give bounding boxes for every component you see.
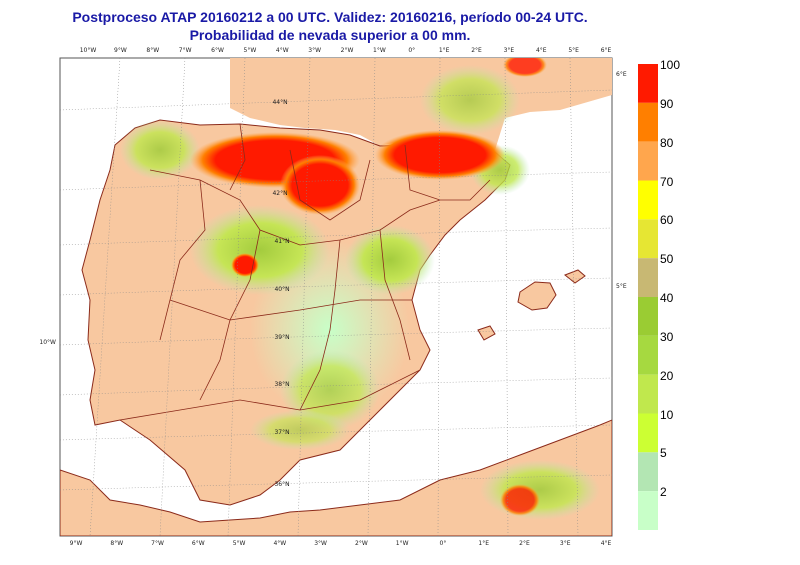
legend-swatch	[638, 258, 658, 297]
graticule	[60, 58, 612, 536]
top-tick-label: 10°W	[80, 47, 97, 54]
legend-value-label: 50	[660, 252, 674, 267]
top-tick-label: 6°W	[211, 47, 224, 54]
bottom-tick-label: 1°W	[396, 540, 409, 547]
top-tick-label: 9°W	[114, 47, 127, 54]
latitude-label: 36°N	[274, 481, 289, 488]
mallorca	[517, 281, 557, 311]
top-tick-label: 8°W	[146, 47, 159, 54]
bottom-tick-label: 3°E	[560, 540, 571, 547]
top-tick-label: 1°W	[373, 47, 386, 54]
latitude-label: 37°N	[274, 429, 289, 436]
legend-value-label: 70	[660, 174, 674, 189]
region-boundaries	[119, 123, 491, 421]
legend-value-label: 90	[660, 96, 674, 111]
top-tick-label: 5°E	[568, 47, 579, 54]
legend-swatch	[638, 102, 658, 142]
top-tick-label: 2°W	[341, 47, 354, 54]
latitude-labels: 44°N 42°N 41°N 40°N 39°N 38°N 37°N 36°N	[272, 99, 289, 488]
bottom-tick-label: 3°W	[314, 540, 327, 547]
legend-value-label: 100	[660, 58, 681, 72]
bottom-tick-label: 2°E	[519, 540, 530, 547]
top-tick-label: 7°W	[179, 47, 192, 54]
top-tick-label: 3°E	[504, 47, 515, 54]
legend-value-label: 80	[660, 135, 674, 150]
legend-swatch	[638, 413, 658, 453]
top-tick-label: 1°E	[439, 47, 450, 54]
top-tick-label: 3°W	[308, 47, 321, 54]
latitude-label: 42°N	[272, 190, 287, 197]
left-tick-label: 10°W	[39, 339, 56, 346]
legend-swatch	[638, 335, 658, 375]
latitude-label: 41°N	[274, 238, 289, 245]
bottom-tick-label: 5°W	[233, 540, 246, 547]
latitude-label: 44°N	[272, 99, 287, 106]
map-title: Postproceso ATAP 20160212 a 00 UTC. Vali…	[72, 9, 588, 25]
top-tick-label: 4°E	[536, 47, 547, 54]
legend-value-label: 5	[660, 446, 667, 461]
side-longitude-ticks: 6°E 5°E 10°W	[39, 71, 626, 346]
top-longitude-ticks: 10°W 9°W 8°W 7°W 6°W 5°W 4°W 3°W 2°W 1°W 0° 1°E 2°E 3…	[80, 47, 612, 54]
latitude-label: 38°N	[274, 381, 289, 388]
top-tick-label: 5°W	[244, 47, 257, 54]
top-tick-label: 0°	[408, 47, 415, 54]
legend-value-label: 10	[660, 407, 674, 422]
legend-value-label: 40	[660, 291, 674, 305]
legend-swatch	[638, 374, 658, 414]
legend-swatch	[638, 64, 658, 103]
latitude-label: 40°N	[274, 286, 289, 293]
bottom-tick-label: 2°W	[355, 540, 368, 547]
top-tick-label: 6°E	[601, 47, 612, 54]
bottom-tick-label: 1°E	[478, 540, 489, 547]
north-africa-landmass	[60, 419, 612, 536]
bottom-tick-label: 9°W	[70, 540, 83, 547]
legend-swatch	[638, 491, 658, 530]
legend-swatch	[638, 180, 658, 220]
france-landmass	[230, 58, 612, 158]
legend-swatch	[638, 452, 658, 492]
legend-swatch	[638, 219, 658, 259]
bottom-tick-label: 0°	[440, 540, 447, 547]
bottom-tick-label: 6°W	[192, 540, 205, 547]
top-tick-label: 4°W	[276, 47, 289, 54]
top-tick-label: 2°E	[471, 47, 482, 54]
right-tick-label: 6°E	[616, 71, 627, 78]
bottom-tick-label: 8°W	[110, 540, 123, 547]
latitude-label: 39°N	[274, 334, 289, 341]
legend-swatch	[638, 141, 658, 181]
bottom-tick-label: 4°E	[601, 540, 612, 547]
legend-value-label: 2	[660, 485, 667, 500]
bottom-longitude-ticks: 9°W 8°W 7°W 6°W 5°W 4°W 3°W 2°W 1°W 0° 1°E 2°E 3°E 4°…	[70, 540, 612, 547]
legend-colorbar	[638, 64, 658, 530]
legend-swatch	[638, 297, 658, 336]
map-subtitle: Probabilidad de nevada superior a 00 mm.	[189, 27, 471, 43]
legend-value-label: 60	[660, 213, 674, 228]
bottom-tick-label: 7°W	[151, 540, 164, 547]
legend-value-label: 30	[660, 329, 674, 344]
legend-value-label: 20	[660, 368, 674, 383]
right-tick-label: 5°E	[616, 283, 627, 290]
bottom-tick-label: 4°W	[273, 540, 286, 547]
ibiza	[477, 325, 496, 341]
